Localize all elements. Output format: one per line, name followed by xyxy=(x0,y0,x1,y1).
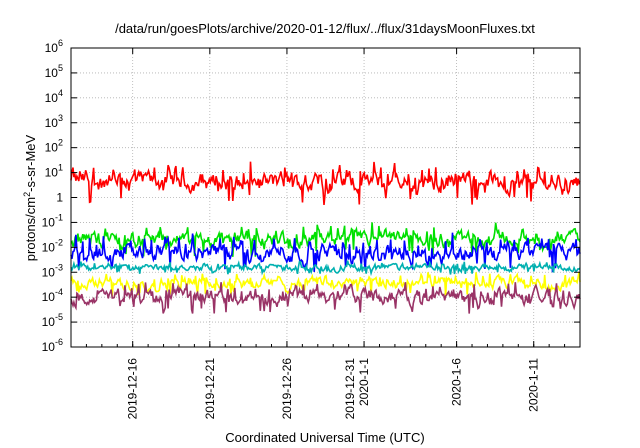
series-line xyxy=(70,282,581,314)
y-tick-label: 10-5 xyxy=(42,312,63,329)
y-tick-label: 10-2 xyxy=(42,237,63,254)
series-line xyxy=(70,222,581,257)
y-tick-label: 104 xyxy=(45,88,63,105)
x-tick-label: 2020-1-11 xyxy=(527,358,541,412)
series-line xyxy=(70,260,581,277)
y-tick-label: 10-4 xyxy=(42,287,63,304)
x-tick-label: 2019-12-21 xyxy=(203,358,217,420)
x-tick-label: 2019-12-31 xyxy=(343,358,357,420)
y-axis-label: protons/cm2-s-sr-MeV xyxy=(22,134,38,261)
series-group xyxy=(70,161,581,314)
series-line xyxy=(70,272,581,297)
series-line xyxy=(70,161,581,205)
series-line xyxy=(70,232,581,273)
y-tick-label: 10-1 xyxy=(42,212,63,229)
x-tick-label: 2020-1-6 xyxy=(450,358,464,406)
y-tick-label: 102 xyxy=(45,138,63,155)
y-tick-label: 103 xyxy=(45,113,63,130)
x-tick-label: 2019-12-16 xyxy=(126,358,140,420)
x-axis-ticks: 2019-12-16 2019-12-21 2019-12-26 2019-12-31… xyxy=(70,48,581,420)
y-tick-label: 10-6 xyxy=(42,337,63,354)
y-tick-label: 105 xyxy=(45,63,63,80)
y-tick-label: 101 xyxy=(45,163,63,180)
y-tick-label: 106 xyxy=(45,38,63,55)
y-tick-label: 1 xyxy=(56,191,63,205)
x-tick-label: 2020-1-1 xyxy=(357,358,371,406)
y-axis-ticks: 10-6 10-5 10-4 10-3 10-2 10-1 1 101 102 103 104 105… xyxy=(42,38,580,354)
x-axis-label: Coordinated Universal Time (UTC) xyxy=(225,430,424,445)
x-tick-label: 2019-12-26 xyxy=(280,358,294,420)
y-tick-label: 10-3 xyxy=(42,262,63,279)
chart-title: /data/run/goesPlots/archive/2020-01-12/f… xyxy=(115,21,535,36)
